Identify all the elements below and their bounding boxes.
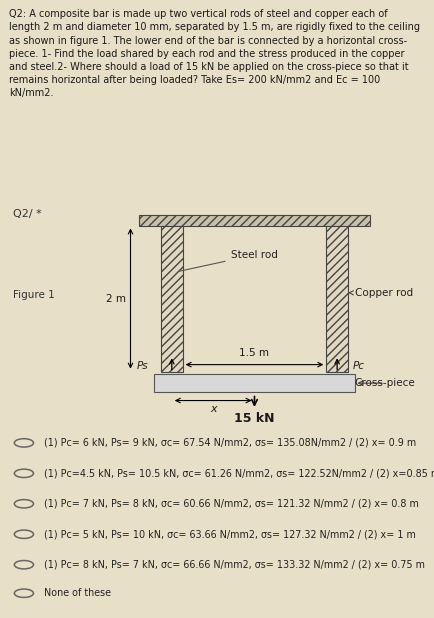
Text: (1) Pc= 7 kN, Ps= 8 kN, σc= 60.66 N/mm2, σs= 121.32 N/mm2 / (2) x= 0.8 m: (1) Pc= 7 kN, Ps= 8 kN, σc= 60.66 N/mm2,… bbox=[44, 499, 418, 509]
Text: None of these: None of these bbox=[44, 588, 111, 598]
Bar bbox=[154, 374, 354, 392]
Text: Pc: Pc bbox=[352, 361, 364, 371]
Text: Steel rod: Steel rod bbox=[178, 250, 277, 271]
Text: (1) Pc= 8 kN, Ps= 7 kN, σc= 66.66 N/mm2, σs= 133.32 N/mm2 / (2) x= 0.75 m: (1) Pc= 8 kN, Ps= 7 kN, σc= 66.66 N/mm2,… bbox=[44, 560, 424, 570]
Text: x: x bbox=[209, 404, 216, 414]
Text: Figure 1: Figure 1 bbox=[13, 290, 55, 300]
Text: 15 kN: 15 kN bbox=[233, 412, 274, 425]
Text: (1) Pc= 6 kN, Ps= 9 kN, σc= 67.54 N/mm2, σs= 135.08N/mm2 / (2) x= 0.9 m: (1) Pc= 6 kN, Ps= 9 kN, σc= 67.54 N/mm2,… bbox=[44, 438, 416, 448]
Text: Copper rod: Copper rod bbox=[348, 288, 412, 298]
Bar bbox=[139, 215, 369, 226]
Text: Q2: A composite bar is made up two vertical rods of steel and copper each of
len: Q2: A composite bar is made up two verti… bbox=[9, 9, 419, 98]
Text: (1) Pc= 5 kN, Ps= 10 kN, σc= 63.66 N/mm2, σs= 127.32 N/mm2 / (2) x= 1 m: (1) Pc= 5 kN, Ps= 10 kN, σc= 63.66 N/mm2… bbox=[44, 529, 415, 540]
Text: Ps: Ps bbox=[136, 361, 148, 371]
Text: 2 m: 2 m bbox=[106, 294, 126, 303]
Text: 1.5 m: 1.5 m bbox=[239, 348, 269, 358]
Text: Q2/ *: Q2/ * bbox=[13, 210, 42, 219]
Bar bbox=[326, 226, 347, 371]
Bar bbox=[161, 226, 182, 371]
Text: Cross-piece: Cross-piece bbox=[354, 378, 414, 388]
Text: (1) Pc=4.5 kN, Ps= 10.5 kN, σc= 61.26 N/mm2, σs= 122.52N/mm2 / (2) x=0.85 m: (1) Pc=4.5 kN, Ps= 10.5 kN, σc= 61.26 N/… bbox=[44, 468, 434, 478]
